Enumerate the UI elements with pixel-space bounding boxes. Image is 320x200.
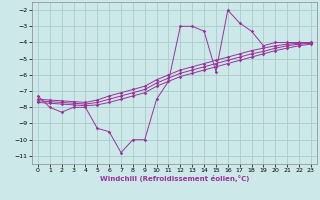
X-axis label: Windchill (Refroidissement éolien,°C): Windchill (Refroidissement éolien,°C) (100, 175, 249, 182)
